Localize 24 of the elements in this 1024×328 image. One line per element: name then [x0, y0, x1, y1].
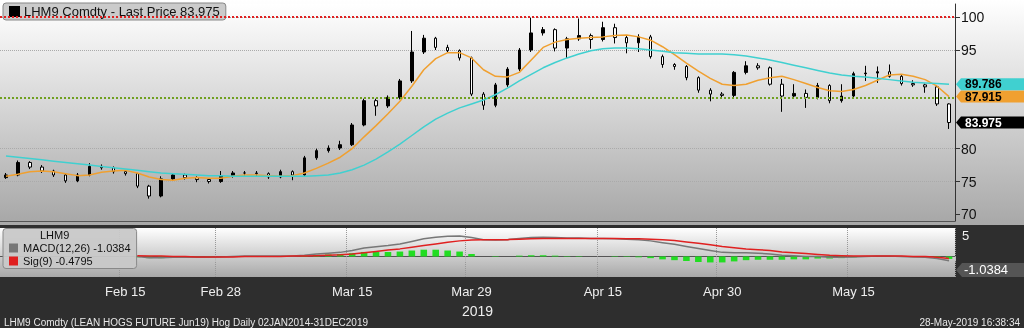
x-tick-label: Feb 15	[105, 284, 146, 299]
x-tick-label: Apr 30	[703, 284, 742, 299]
y-tick-label: 80	[961, 140, 977, 157]
text: 28-May-2019 16:38:34	[919, 316, 1021, 328]
y-tick-label: 95	[961, 42, 977, 59]
data-label: 89.786	[965, 77, 1003, 92]
text: 5	[962, 228, 970, 243]
legend-title: LHM9	[40, 228, 70, 241]
x-axis-title: 2019	[461, 303, 494, 319]
x-tick-label: Feb 28	[200, 284, 242, 299]
text: 83.975	[965, 115, 1002, 130]
x-tick-label: May 15	[832, 284, 875, 299]
x-tick-label: Apr 15	[583, 284, 622, 299]
y-tick-label: 70	[961, 206, 977, 223]
legend-label: LHM9 Comdty - Last Price 83.975	[24, 4, 220, 19]
text: -1.0384	[964, 262, 1009, 277]
legend-label: MACD(12,26) -1.0384	[23, 242, 131, 254]
x-tick-label: Mar 29	[451, 284, 492, 299]
y-tick-label: 100	[961, 9, 985, 26]
data-label: 87.915	[965, 89, 1003, 104]
legend-label: Sig(9) -0.4795	[23, 255, 93, 267]
text: LHM9 Comdty (LEAN HOGS FUTURE Jun19) Hog Daily 02JAN2014-31DEC2019	[4, 316, 369, 328]
y-tick-label: 75	[961, 173, 977, 190]
x-tick-label: Mar 15	[331, 284, 373, 299]
